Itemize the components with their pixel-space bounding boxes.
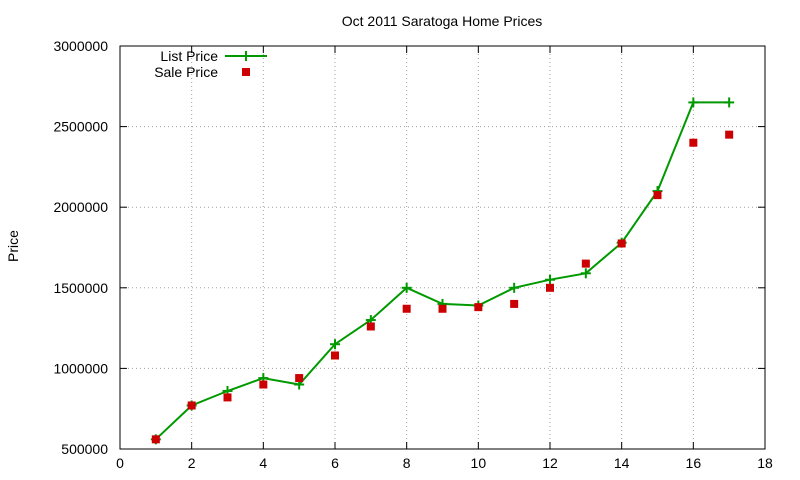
- sale-price-point: [187, 401, 196, 410]
- y-tick-label: 3000000: [53, 38, 108, 54]
- y-tick-label: 2000000: [53, 199, 108, 215]
- sale-price-point: [617, 239, 626, 248]
- y-axis-label: Price: [5, 230, 21, 262]
- sale-price-point: [223, 393, 232, 402]
- series: [150, 97, 735, 445]
- sale-price-point: [295, 374, 304, 383]
- y-tick-label: 1000000: [53, 360, 108, 376]
- y-tick-label: 1500000: [53, 280, 108, 296]
- legend-square-swatch: [242, 68, 250, 76]
- x-tick-label: 18: [757, 455, 773, 471]
- x-tick-label: 10: [471, 455, 487, 471]
- plot-frame: [119, 45, 766, 450]
- sale-price-point: [259, 380, 268, 389]
- series-sale-price: [151, 130, 734, 444]
- sale-price-point: [438, 304, 447, 313]
- sale-price-point: [474, 303, 483, 312]
- x-tick-label: 16: [686, 455, 702, 471]
- grid: [120, 46, 765, 449]
- sale-price-point: [653, 191, 662, 200]
- sale-price-point: [366, 322, 375, 331]
- sale-price-point: [689, 138, 698, 147]
- sale-price-point: [546, 283, 554, 292]
- series-list-price: [150, 97, 735, 445]
- axis-ticks: 0 2 4 6 8 10 12 14 16 18 500000 1000000 1500000 20000…: [53, 38, 773, 471]
- x-tick-label: 2: [188, 455, 196, 471]
- sale-price-point: [581, 259, 590, 268]
- x-tick-label: 12: [542, 455, 558, 471]
- legend-label: List Price: [160, 48, 218, 64]
- y-tick-label: 500000: [61, 441, 108, 457]
- x-tick-label: 0: [116, 455, 124, 471]
- sale-price-point: [510, 299, 519, 308]
- x-tick-label: 4: [259, 455, 267, 471]
- x-tick-label: 14: [614, 455, 630, 471]
- chart-title: Oct 2011 Saratoga Home Prices: [342, 13, 543, 29]
- legend-label: Sale Price: [154, 64, 218, 80]
- y-tick-label: 2500000: [53, 119, 108, 135]
- x-tick-label: 8: [403, 455, 411, 471]
- x-tick-label: 6: [331, 455, 339, 471]
- sale-price-point: [402, 304, 411, 313]
- sale-price-point: [151, 435, 160, 444]
- sale-price-point: [331, 351, 339, 360]
- sale-price-point: [725, 130, 734, 139]
- list-price-line: [155, 101, 730, 441]
